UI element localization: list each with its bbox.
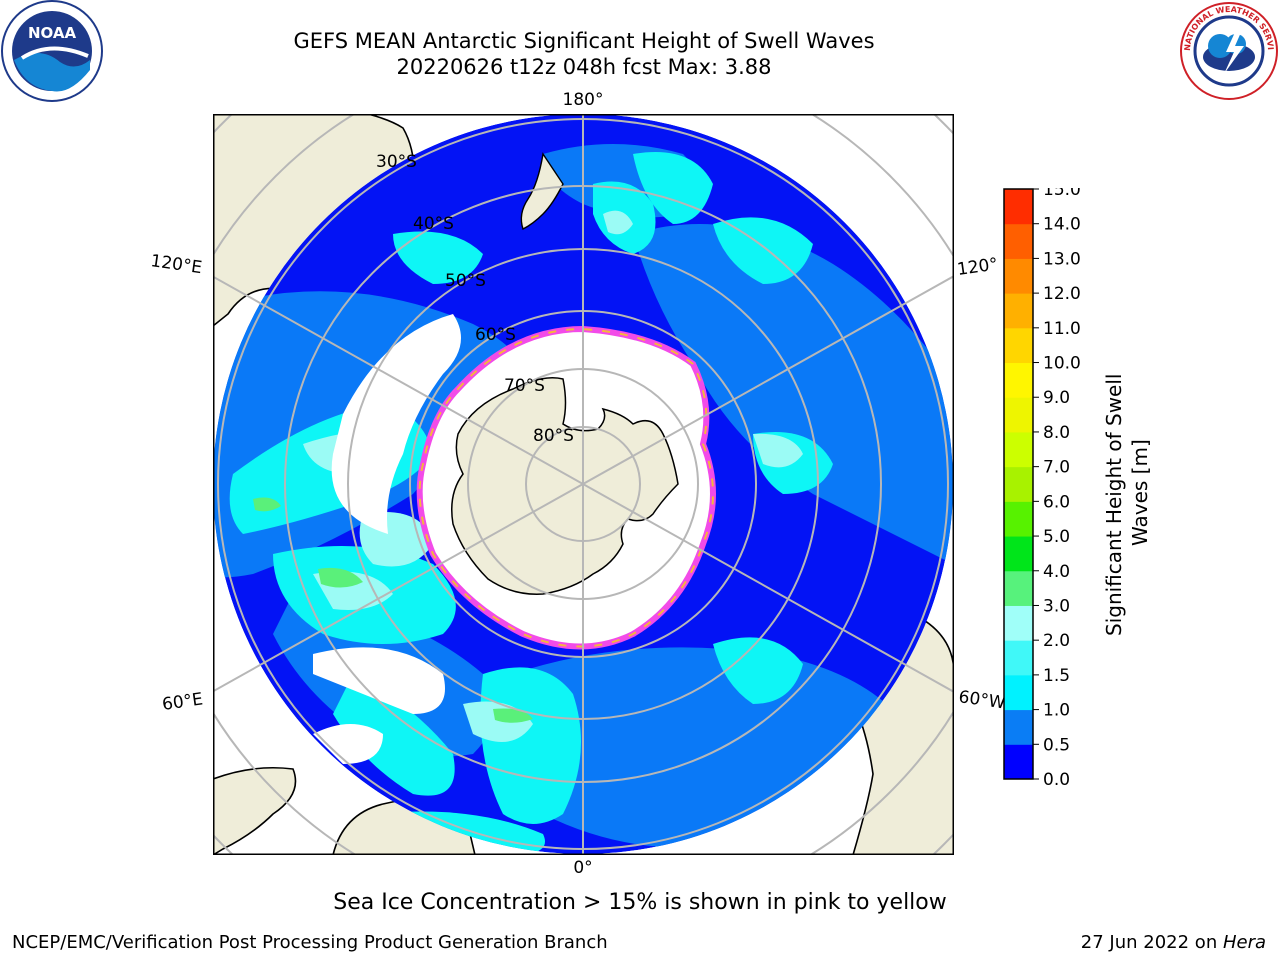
noaa-logo: NOAA <box>1 0 103 102</box>
noaa-logo-text: NOAA <box>28 24 77 42</box>
footer-date: 27 Jun 2022 on Hera <box>1081 932 1266 953</box>
colorbar-swatch <box>1004 258 1033 294</box>
colorbar-tick-label: 1.0 <box>1043 701 1070 721</box>
colorbar-swatch <box>1004 709 1033 745</box>
colorbar-swatch <box>1004 223 1033 259</box>
antarctica <box>451 377 679 595</box>
lat-label-80s: 80°S <box>533 426 574 446</box>
footer-date-text: 27 Jun 2022 on <box>1080 932 1223 953</box>
footer-host: Hera <box>1222 932 1266 953</box>
colorbar-tick-label: 5.0 <box>1043 527 1070 547</box>
colorbar-swatch <box>1004 501 1033 537</box>
colorbar-tick-label: 7.0 <box>1043 458 1070 478</box>
colorbar-swatch <box>1004 327 1033 364</box>
lat-label-60s: 60°S <box>475 325 516 345</box>
lat-labels: 30°S 40°S 50°S 60°S 70°S 80°S <box>376 152 574 446</box>
colorbar: 0.0 0.5 1.0 1.5 2.0 3.0 4.0 5.0 6.0 7.0 8.0 9.0 10.0… <box>1003 180 1133 790</box>
colorbar-tick-label: 10.0 <box>1043 354 1081 374</box>
colorbar-tick-label: 0.5 <box>1043 735 1070 755</box>
lon-label-60e: 60°E <box>161 689 204 714</box>
colorbar-swatch <box>1004 570 1033 606</box>
colorbar-swatch <box>1004 536 1033 572</box>
sea-ice-caption: Sea Ice Concentration > 15% is shown in … <box>333 890 947 915</box>
colorbar-swatch <box>1004 605 1033 641</box>
colorbar-swatch <box>1004 466 1033 502</box>
lat-label-30s: 30°S <box>376 152 417 172</box>
colorbar-tick-label: 8.0 <box>1043 423 1070 443</box>
colorbar-tick-label: 9.0 <box>1043 388 1070 408</box>
colorbar-tick-label: 0.0 <box>1043 770 1070 788</box>
colorbar-label-line1: Significant Height of Swell <box>1102 374 1126 636</box>
lon-label-60w: 60°W <box>957 687 1006 713</box>
colorbar-swatch <box>1004 640 1033 676</box>
chart-subtitle: 20220626 t12z 048h fcst Max: 3.88 <box>396 55 772 79</box>
colorbar-swatch <box>1004 397 1033 433</box>
colorbar-label: Significant Height of Swell Waves [m] <box>1102 374 1152 636</box>
colorbar-tick-label: 11.0 <box>1043 319 1081 339</box>
colorbar-tick-label: 13.0 <box>1043 249 1081 269</box>
colorbar-swatch <box>1004 674 1033 711</box>
polar-map: 30°S 40°S 50°S 60°S 70°S 80°S <box>72 0 1094 960</box>
lat-label-70s: 70°S <box>504 376 545 396</box>
footer-branch: NCEP/EMC/Verification Post Processing Pr… <box>12 932 608 953</box>
colorbar-tick-label: 2.0 <box>1043 631 1070 651</box>
lon-label-0: 0° <box>573 858 592 878</box>
colorbar-frame <box>1003 188 1034 780</box>
colorbar-swatch <box>1004 293 1033 329</box>
colorbar-tick-label: 14.0 <box>1043 215 1081 235</box>
lon-label-120e: 120°E <box>149 251 203 278</box>
chart-title: GEFS MEAN Antarctic Significant Height o… <box>293 29 875 53</box>
colorbar-swatch <box>1004 189 1033 225</box>
colorbar-tick-label: 15.0 <box>1043 188 1081 200</box>
lon-label-120w: 120° <box>956 254 999 280</box>
lon-label-180: 180° <box>563 90 604 110</box>
colorbar-tick-label: 1.5 <box>1043 666 1070 686</box>
map-svg: 30°S 40°S 50°S 60°S 70°S 80°S <box>72 0 1094 960</box>
colorbar-svg: 0.0 0.5 1.0 1.5 2.0 3.0 4.0 5.0 6.0 7.0 8.0 9.0 10.0… <box>1003 180 1081 790</box>
colorbar-tick-label: 4.0 <box>1043 562 1070 582</box>
new-zealand <box>520 152 564 230</box>
lat-label-40s: 40°S <box>413 214 454 234</box>
colorbar-swatch <box>1004 744 1033 780</box>
colorbar-tick-label: 3.0 <box>1043 596 1070 616</box>
colorbar-swatch <box>1004 431 1033 468</box>
colorbar-swatch <box>1004 362 1033 398</box>
colorbar-label-line2: Waves [m] <box>1128 439 1152 546</box>
colorbar-tick-label: 6.0 <box>1043 492 1070 512</box>
colorbar-tick-label: 12.0 <box>1043 284 1081 304</box>
nws-logo: NATIONAL WEATHER SERVICE <box>1178 0 1278 100</box>
lat-label-50s: 50°S <box>445 271 486 291</box>
